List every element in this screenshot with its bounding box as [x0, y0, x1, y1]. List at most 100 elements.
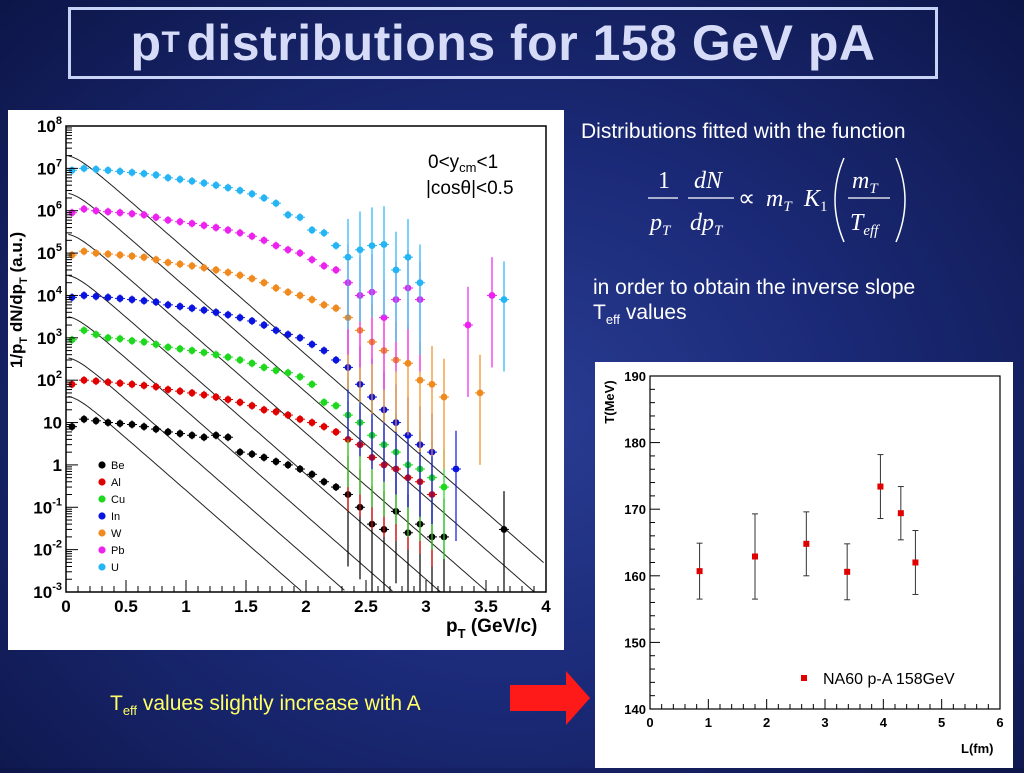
inverse-slope-text: in order to obtain the inverse slope Tef… [593, 275, 915, 332]
data-point-cu [284, 369, 292, 377]
fit-curve-al [68, 357, 345, 591]
formula-left-paren [834, 157, 845, 243]
data-point-be [284, 461, 292, 469]
data-point-u [116, 167, 124, 175]
y-tick-label: 108 [37, 115, 62, 136]
data-point-be [308, 470, 316, 478]
annotation-costheta: |cosθ|<0.5 [426, 178, 514, 199]
y-tick-label: 104 [37, 284, 63, 305]
data-point-w [308, 296, 316, 303]
data-point-in [452, 465, 460, 473]
data-point-in [284, 331, 292, 338]
data-point-in [92, 292, 100, 300]
data-point-teff [844, 568, 851, 575]
data-point-w [428, 380, 436, 388]
data-point-pb [188, 220, 196, 227]
data-point-pb [212, 224, 220, 231]
legend-label-al: Al [111, 477, 121, 489]
description-text: Distributions fitted with the function [581, 120, 906, 143]
data-point-w [416, 376, 424, 384]
data-points [67, 164, 509, 592]
data-point-al [212, 393, 220, 401]
data-point-al [92, 377, 100, 385]
legend-label-pb: Pb [111, 545, 124, 557]
y-tick-label: 107 [37, 157, 62, 178]
data-point-pb [320, 262, 328, 270]
data-point-in [128, 296, 136, 303]
data-point-u [224, 184, 232, 192]
data-point-w [212, 266, 220, 274]
data-point-be [188, 431, 196, 439]
data-point-al [116, 379, 124, 387]
data-point-cu [332, 402, 340, 410]
data-point-be [224, 433, 232, 441]
data-point-pb [152, 213, 160, 221]
data-point-al [140, 382, 148, 389]
data-point-al [200, 391, 208, 399]
y-tick-label: 102 [37, 369, 62, 390]
data-point-u [200, 179, 208, 187]
y-axis-label-2: T(MeV) [602, 380, 617, 423]
legend: Be Al Cu In W Pb U [98, 460, 125, 574]
data-point-in [272, 326, 280, 334]
conclusion-T: T [110, 692, 123, 715]
x-tick-label: 1.5 [234, 597, 258, 616]
data-point-u [500, 296, 508, 303]
y-tick-label-2: 160 [624, 569, 646, 584]
x-tick-label-2: 2 [763, 715, 770, 730]
teff-symbol: T [593, 301, 606, 324]
data-point-teff [912, 559, 919, 566]
pt-spectra-svg: 0 0.5 1 1.5 2 2.5 3 3.5 410810710610510410310210… [7, 115, 551, 641]
data-point-w [188, 262, 196, 270]
data-point-w [176, 260, 184, 268]
data-point-teff [752, 553, 758, 560]
data-point-cu [272, 367, 280, 374]
legend-label-be: Be [111, 460, 124, 472]
data-point-cu [116, 335, 124, 343]
fit-curve-be [68, 395, 302, 592]
data-point-w [284, 288, 292, 296]
legend-marker-pb [98, 546, 106, 554]
teff-svg: 0 1 2 3 4 5 6 140 150 160 170 180 190 L(fm) T(MeV) N… [602, 369, 1004, 756]
data-point-be [128, 421, 136, 428]
legend-marker-be [98, 461, 106, 469]
legend-marker-in [98, 512, 106, 520]
y-tick-label: 10-1 [33, 496, 62, 517]
data-point-u [128, 169, 136, 176]
inverse-slope-values: values [620, 301, 687, 324]
data-point-u [140, 170, 148, 178]
axes-2: 0 1 2 3 4 5 6 140 150 160 170 180 190 [624, 369, 1003, 730]
y-tick-label-2: 150 [624, 635, 646, 650]
x-tick-label: 2 [301, 597, 310, 616]
data-point-be [164, 428, 172, 436]
right-arrow-icon [510, 671, 590, 725]
data-point-be [236, 448, 244, 456]
data-point-u [332, 242, 340, 250]
fit-function-formula: 1 pT dN dpT ∝ mT K1 mT Teff [648, 157, 906, 243]
y-tick-label: 105 [37, 242, 62, 263]
formula-one: 1 [658, 168, 670, 194]
data-point-u [272, 199, 280, 207]
data-point-cu [440, 483, 448, 491]
x-tick-label: 4 [541, 597, 551, 616]
data-point-pb [236, 229, 244, 237]
y-tick-label: 10-3 [33, 581, 62, 602]
data-point-cu [296, 373, 304, 381]
data-point-u [380, 241, 388, 248]
legend-marker-u [98, 563, 106, 571]
data-point-al [308, 419, 316, 426]
data-point-in [332, 356, 340, 364]
data-point-pb [284, 246, 292, 254]
data-point-in [188, 304, 196, 312]
fit-curve-u [68, 155, 544, 563]
data-point-be [116, 420, 124, 427]
data-point-w [104, 250, 112, 258]
data-point-be [260, 454, 268, 461]
y-tick-label: 10 [43, 414, 62, 433]
data-point-in [296, 334, 304, 342]
data-point-cu [104, 334, 112, 342]
formula-right-paren [895, 157, 906, 243]
data-point-al [272, 408, 280, 416]
data-point-w [296, 292, 304, 299]
data-point-u [308, 226, 316, 234]
